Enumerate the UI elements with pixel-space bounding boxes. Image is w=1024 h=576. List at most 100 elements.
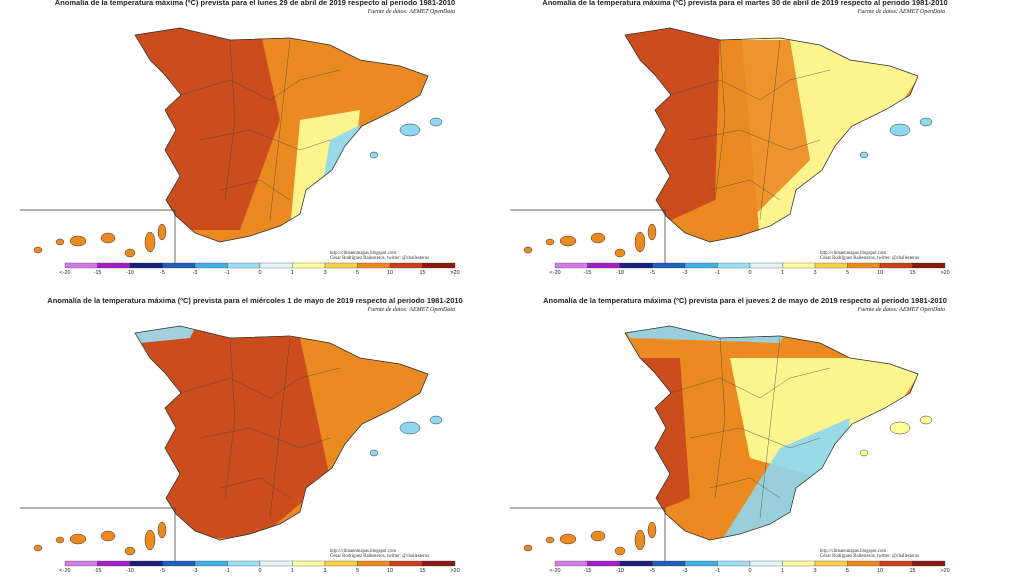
legend-label: 0: [258, 270, 261, 276]
legend-label: 15: [909, 568, 915, 574]
legend-swatch: [194, 262, 228, 269]
legend-swatch: [97, 560, 131, 567]
legend-label: -3: [193, 270, 198, 276]
legend-swatch: [619, 560, 653, 567]
legend-swatch: [782, 262, 816, 269]
legend-swatch: [587, 560, 621, 567]
balearic-island: [369, 151, 379, 159]
anomaly-fill: [135, 326, 330, 538]
canary-island: [614, 248, 626, 258]
legend-label: 15: [909, 270, 915, 276]
legend-label: 3: [323, 270, 326, 276]
legend-label: 0: [748, 568, 751, 574]
legend-swatch: [97, 262, 131, 269]
legend-label: 15: [419, 568, 425, 574]
legend-label: 1: [291, 270, 294, 276]
legend-swatch: [194, 560, 228, 567]
balearic-island: [919, 415, 933, 425]
legend-label: 5: [356, 270, 359, 276]
canary-island: [647, 521, 657, 539]
legend-label: >20: [450, 568, 459, 574]
map-title: Anomalía de la temperatura máxima (ºC) p…: [543, 296, 947, 305]
data-source: Fuente de datos: AEMET OpenData: [367, 9, 455, 15]
inset-frame: [510, 209, 666, 265]
legend-swatch: [814, 262, 848, 269]
canary-island: [634, 529, 646, 551]
canary-island: [590, 530, 606, 542]
map-panel: Anomalía de la temperatura máxima (ºC) p…: [510, 296, 950, 574]
canary-island: [124, 546, 136, 556]
legend-label: -10: [616, 270, 624, 276]
legend-label: 1: [781, 270, 784, 276]
blog-url: http://climaenmapas.blogspot.com: [820, 251, 886, 256]
legend-swatch: [879, 262, 913, 269]
legend-swatch: [422, 560, 456, 567]
legend-swatch: [684, 262, 718, 269]
legend-label: -3: [683, 270, 688, 276]
author-credit: César Rodríguez Ballesteros, twitter: @c…: [820, 256, 919, 261]
canary-island: [33, 246, 43, 254]
legend-label: -5: [160, 270, 165, 276]
canary-island: [124, 248, 136, 258]
legend-label: -3: [193, 568, 198, 574]
balearic-island: [859, 151, 869, 159]
legend-swatch: [227, 560, 261, 567]
legend-swatch: [912, 262, 946, 269]
legend-swatch: [619, 262, 653, 269]
legend-label: 10: [387, 568, 393, 574]
legend-swatch: [259, 262, 293, 269]
legend-swatch: [652, 262, 686, 269]
canary-island: [614, 546, 626, 556]
map-panel: Anomalía de la temperatura máxima (ºC) p…: [510, 0, 950, 276]
legend-label: -5: [650, 270, 655, 276]
legend-label: 0: [748, 270, 751, 276]
inset-frame: [20, 209, 176, 265]
legend-label: 3: [323, 568, 326, 574]
author-credit: César Rodríguez Ballesteros, twitter: @c…: [330, 256, 429, 261]
legend-label: -10: [126, 568, 134, 574]
data-source: Fuente de datos: AEMET OpenData: [367, 307, 455, 313]
anomaly-area: [135, 326, 330, 538]
legend-label: 3: [813, 568, 816, 574]
balearic-island: [859, 449, 869, 457]
legend-label: >20: [940, 568, 949, 574]
canary-island: [157, 223, 167, 241]
canary-island: [545, 536, 555, 544]
legend-swatch: [652, 560, 686, 567]
legend-swatch: [162, 262, 196, 269]
canary-island: [157, 521, 167, 539]
canary-island: [100, 530, 116, 542]
legend-swatch: [749, 560, 783, 567]
author-credit: César Rodríguez Ballesteros, twitter: @c…: [330, 554, 429, 559]
legend-label: 5: [356, 568, 359, 574]
canary-island: [590, 232, 606, 244]
legend-swatch: [717, 262, 751, 269]
blog-url: http://climaenmapas.blogspot.com: [330, 251, 396, 256]
legend-label: -15: [584, 270, 592, 276]
anomaly-area: [625, 358, 690, 518]
legend-swatch: [389, 560, 423, 567]
canary-island: [634, 231, 646, 253]
legend-swatch: [357, 560, 391, 567]
legend-label: 0: [258, 568, 261, 574]
legend-label: 15: [419, 270, 425, 276]
balearic-island: [429, 415, 443, 425]
canary-island: [523, 544, 533, 552]
legend-label: <-20: [59, 568, 70, 574]
anomaly-area: [135, 326, 200, 343]
anomaly-fill: [625, 28, 918, 240]
canary-island: [69, 533, 87, 545]
anomaly-area: [730, 358, 918, 478]
legend-label: 1: [291, 568, 294, 574]
legend-label: -15: [94, 568, 102, 574]
legend-label: <-20: [549, 568, 560, 574]
legend-swatch: [324, 560, 358, 567]
canary-island: [100, 232, 116, 244]
legend-swatch: [129, 262, 163, 269]
legend-label: -1: [715, 270, 720, 276]
legend-swatch: [64, 262, 98, 269]
data-source: Fuente de datos: AEMET OpenData: [857, 9, 945, 15]
provinces: [669, 337, 831, 519]
map-title: Anomalía de la temperatura máxima (ºC) p…: [542, 0, 947, 7]
